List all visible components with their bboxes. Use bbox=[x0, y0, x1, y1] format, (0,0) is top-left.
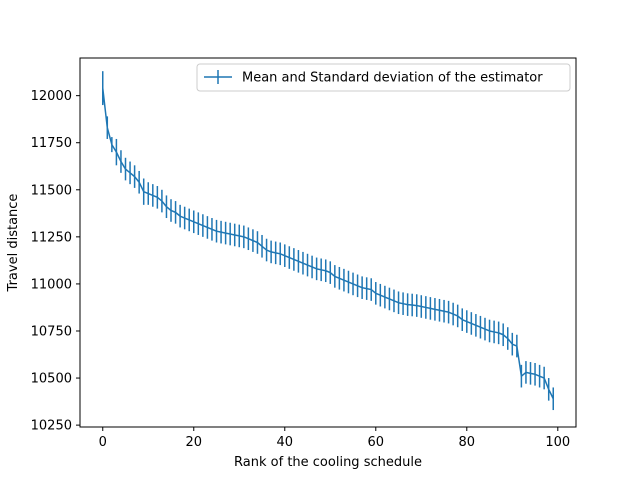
y-axis-title: Travel distance bbox=[6, 194, 21, 293]
legend: Mean and Standard deviation of the estim… bbox=[196, 63, 571, 92]
x-axis-ticks: 0 20 40 60 80 100 bbox=[99, 427, 570, 450]
y-axis-ticks: 10250 10500 10750 11000 11250 11500 11750 12000 bbox=[31, 89, 80, 434]
x-tick-label: 40 bbox=[276, 435, 293, 450]
y-tick-label: 11000 bbox=[31, 277, 72, 292]
x-tick-label: 20 bbox=[185, 435, 202, 450]
legend-label: Mean and Standard deviation of the estim… bbox=[242, 71, 543, 86]
y-tick-label: 12000 bbox=[31, 89, 72, 104]
mean-series-line bbox=[102, 87, 554, 400]
x-axis-title: Rank of the cooling schedule bbox=[234, 455, 422, 470]
x-tick-label: 80 bbox=[459, 435, 476, 450]
y-tick-label: 11750 bbox=[31, 136, 72, 151]
y-tick-label: 11500 bbox=[31, 183, 72, 198]
x-tick-label: 100 bbox=[545, 435, 570, 450]
y-tick-label: 10750 bbox=[31, 324, 72, 339]
series-line-group bbox=[102, 87, 554, 400]
plot-frame bbox=[79, 57, 577, 428]
y-tick-label: 10500 bbox=[31, 372, 72, 387]
y-tick-label: 11250 bbox=[31, 230, 72, 245]
x-tick-label: 60 bbox=[368, 435, 385, 450]
x-tick-label: 0 bbox=[99, 435, 107, 450]
legend-box bbox=[196, 63, 571, 92]
y-tick-label: 10250 bbox=[31, 419, 72, 434]
plot-area: 0 20 40 60 80 100 10250 10500 10750 11000 11250 11… bbox=[31, 57, 577, 450]
